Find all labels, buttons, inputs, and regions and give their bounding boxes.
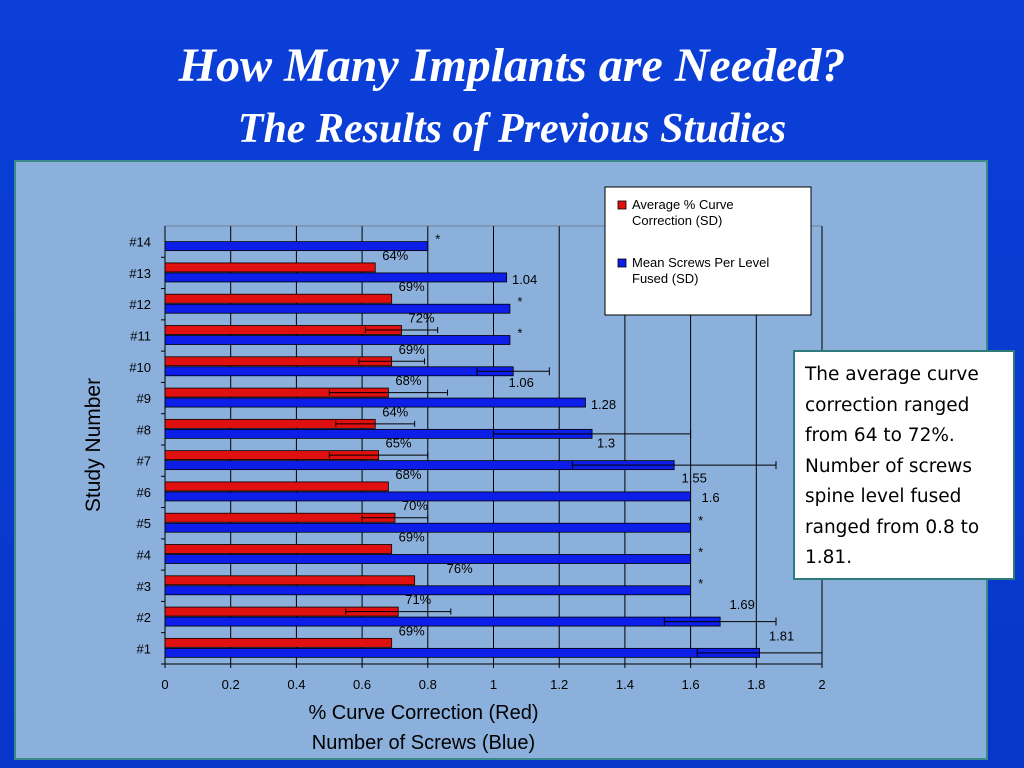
slide-subtitle: The Results of Previous Studies <box>237 106 787 152</box>
red-data-label: 70% <box>402 498 428 513</box>
blue-bar <box>164 397 586 408</box>
red-bar <box>164 481 389 492</box>
x-tick-label: 0.4 <box>287 677 305 692</box>
blue-bar <box>164 303 511 314</box>
y-tick-label: #7 <box>137 454 151 469</box>
blue-bar <box>164 366 514 377</box>
blue-data-label: 1.3 <box>597 435 615 450</box>
summary-note: The average curve correction ranged from… <box>793 350 1015 580</box>
red-data-label: 76% <box>447 561 473 576</box>
blue-bar <box>164 616 721 627</box>
x-tick-label: 2 <box>818 677 825 692</box>
x-tick-label: 1 <box>490 677 497 692</box>
blue-data-label: * <box>698 513 703 528</box>
blue-data-label: * <box>698 576 703 591</box>
legend-swatch-blue <box>617 258 627 268</box>
red-data-label: 64% <box>382 248 408 263</box>
x-tick-label: 1.6 <box>682 677 700 692</box>
red-data-label: 68% <box>395 373 421 388</box>
blue-bar <box>164 554 691 564</box>
legend-label-red: Correction (SD) <box>632 213 722 228</box>
blue-data-label: * <box>517 294 522 309</box>
blue-bar <box>164 241 429 252</box>
red-data-label: 71% <box>405 592 431 607</box>
legend-label-red: Average % Curve <box>632 197 734 212</box>
y-tick-label: #11 <box>130 329 151 344</box>
y-tick-label: #3 <box>137 579 151 594</box>
blue-data-label: 1.55 <box>682 471 707 486</box>
red-data-label: 69% <box>399 279 425 294</box>
red-bar <box>164 575 416 586</box>
blue-data-label: 1.06 <box>509 375 534 390</box>
x-tick-label: 1.8 <box>747 677 765 692</box>
blue-bar <box>164 647 760 658</box>
legend-label-blue: Mean Screws Per Level <box>632 255 769 270</box>
y-tick-label: #8 <box>137 422 151 437</box>
y-tick-label: #1 <box>137 641 151 656</box>
blue-bar <box>164 335 511 345</box>
x-tick-label: 0.6 <box>353 677 371 692</box>
blue-data-label: 1.81 <box>769 628 794 643</box>
x-tick-label: 0.8 <box>419 677 437 692</box>
x-tick-label: 1.2 <box>550 677 568 692</box>
slide-title: How Many Implants are Needed? <box>178 39 846 92</box>
red-bar <box>164 512 396 523</box>
blue-data-label: * <box>698 545 703 560</box>
y-tick-label: #5 <box>137 516 151 531</box>
red-data-label: 68% <box>395 467 421 482</box>
y-tick-label: #14 <box>129 235 151 250</box>
red-bar <box>164 262 376 273</box>
y-tick-label: #12 <box>129 297 151 312</box>
red-bar <box>164 544 393 554</box>
blue-data-label: 1.28 <box>591 397 616 412</box>
red-bar <box>164 293 393 304</box>
y-tick-label: #13 <box>129 266 151 281</box>
x-axis-title-blue: Number of Screws (Blue) <box>312 732 535 754</box>
blue-data-label: 1.69 <box>730 597 755 612</box>
x-axis-title-red: % Curve Correction (Red) <box>308 702 538 724</box>
y-axis-title: Study Number <box>82 378 105 512</box>
legend-swatch-red <box>617 200 627 210</box>
legend-box <box>604 186 812 316</box>
red-data-label: 69% <box>399 623 425 638</box>
x-tick-label: 1.4 <box>616 677 634 692</box>
blue-bar <box>164 522 691 533</box>
blue-bar <box>164 491 691 502</box>
red-bar <box>164 356 393 367</box>
blue-data-label: * <box>435 232 440 247</box>
blue-bar <box>164 272 508 283</box>
y-tick-label: #6 <box>137 485 151 500</box>
x-tick-label: 0 <box>161 677 168 692</box>
blue-bar <box>164 585 691 596</box>
red-data-label: 64% <box>382 404 408 419</box>
red-data-label: 69% <box>399 530 425 545</box>
red-data-label: 72% <box>409 311 435 326</box>
y-tick-label: #4 <box>137 548 151 563</box>
x-tick-label: 0.2 <box>222 677 240 692</box>
red-bar <box>164 637 393 648</box>
red-data-label: 69% <box>399 342 425 357</box>
y-tick-label: #2 <box>137 610 151 625</box>
legend-label-blue: Fused (SD) <box>632 271 698 286</box>
blue-data-label: 1.6 <box>702 490 720 505</box>
blue-data-label: 1.04 <box>512 272 537 287</box>
y-tick-label: #9 <box>137 391 151 406</box>
blue-data-label: * <box>517 326 522 341</box>
red-data-label: 65% <box>386 436 412 451</box>
y-tick-label: #10 <box>129 360 151 375</box>
